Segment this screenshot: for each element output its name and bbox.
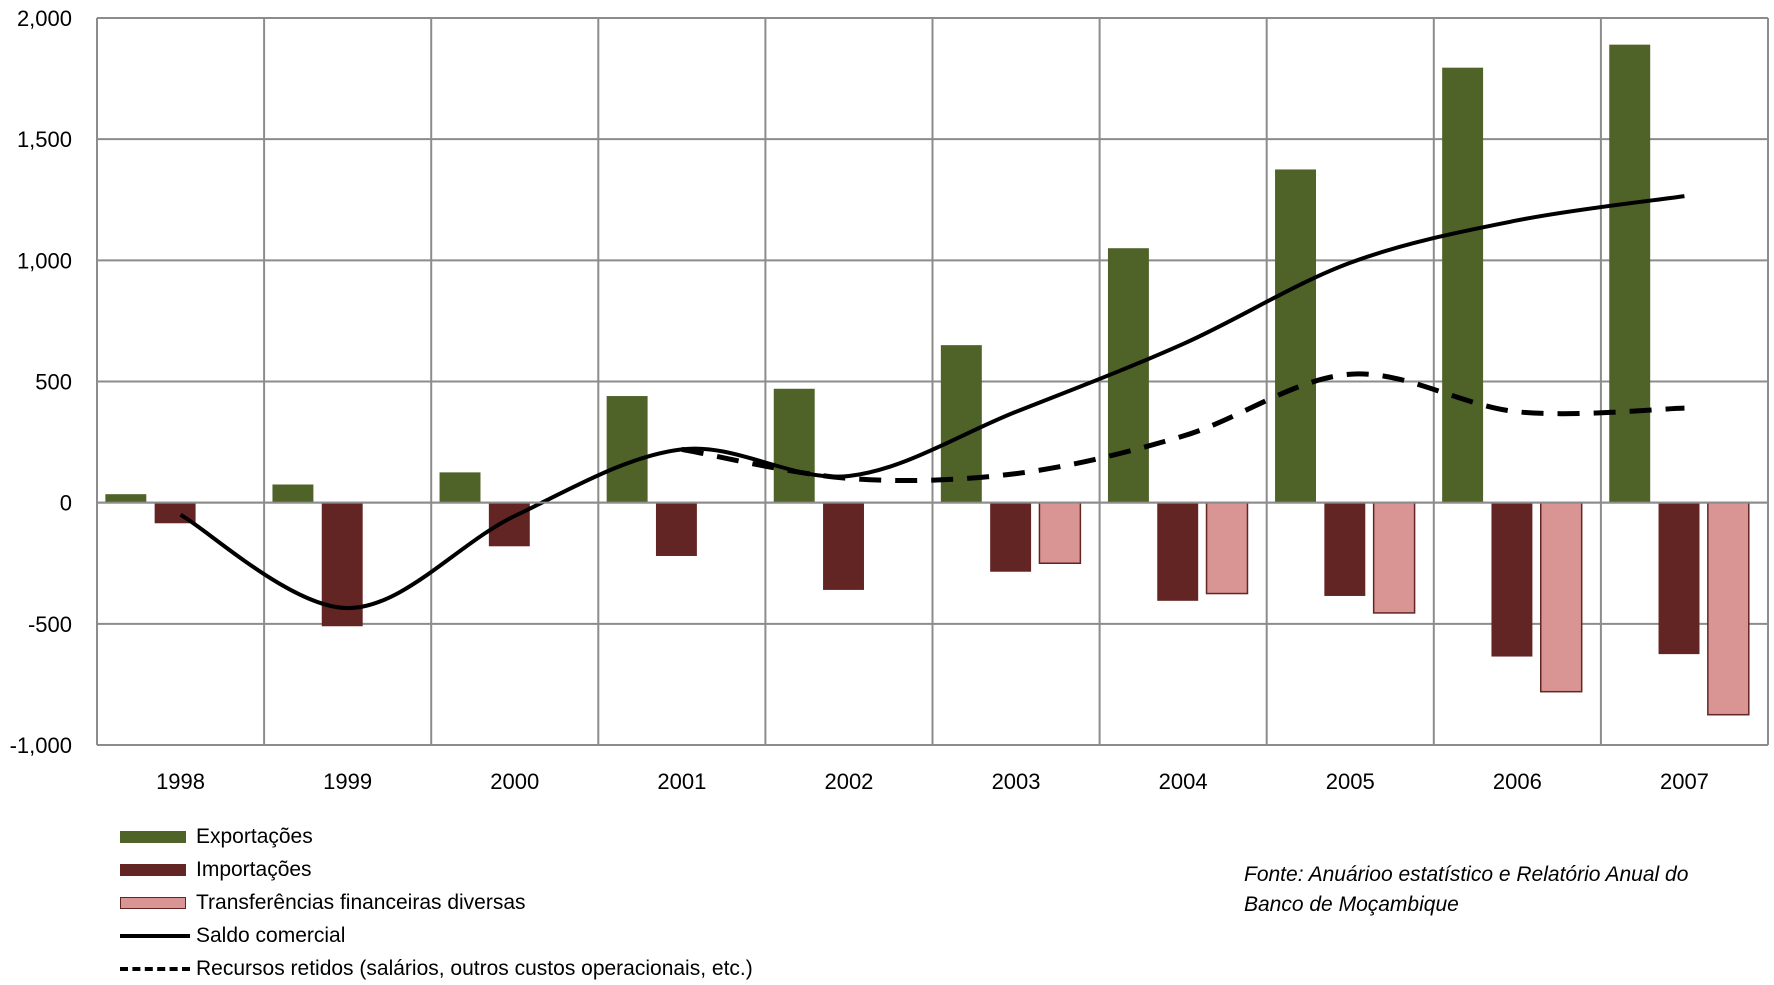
legend-swatch-transferencias (120, 896, 186, 909)
bar-exporta-es-2001 (606, 396, 648, 503)
x-tick-label: 2005 (1326, 769, 1375, 794)
bar-exporta-es-2000 (439, 472, 481, 503)
y-tick-label: 1,000 (17, 248, 72, 273)
bar-exporta-es-1998 (105, 494, 147, 503)
legend-label-saldo-comercial: Saldo comercial (196, 924, 346, 947)
y-tick-label: 2,000 (17, 6, 72, 31)
bar-exporta-es-2007 (1609, 44, 1651, 503)
legend-item-transferencias: Transferências financeiras diversas (120, 886, 753, 919)
legend-swatch-exportacoes (120, 830, 186, 843)
x-tick-label: 1999 (323, 769, 372, 794)
legend-label-importacoes: Importações (196, 858, 312, 881)
x-tick-label: 1998 (156, 769, 205, 794)
x-tick-label: 2006 (1493, 769, 1542, 794)
bar-transfer-ncias-financeiras-diversas-2004 (1205, 501, 1249, 595)
x-tick-label: 2007 (1660, 769, 1709, 794)
legend-item-saldo-comercial: Saldo comercial (120, 919, 753, 952)
bar-exporta-es-2004 (1107, 248, 1149, 503)
bar-exporta-es-2006 (1442, 67, 1484, 503)
line-saldo-comercial (179, 194, 1685, 611)
bars (105, 44, 1750, 716)
legend-label-transferencias: Transferências financeiras diversas (196, 891, 526, 914)
y-tick-label: 500 (35, 370, 72, 395)
legend-swatch-importacoes (120, 863, 186, 876)
bar-importa-es-2002 (823, 502, 864, 590)
bar-exporta-es-1999 (272, 484, 314, 503)
bar-transfer-ncias-financeiras-diversas-2005 (1372, 501, 1416, 614)
grid (96, 17, 1769, 746)
bar-exporta-es-2005 (1275, 169, 1316, 503)
series-lines (179, 194, 1685, 611)
x-tick-label: 2003 (992, 769, 1041, 794)
bar-exporta-es-2002 (773, 388, 815, 503)
y-tick-label: -500 (28, 612, 72, 637)
bar-importa-es-2005 (1324, 502, 1366, 596)
bar-importa-es-2004 (1157, 502, 1199, 601)
bar-importa-es-2006 (1491, 502, 1533, 657)
x-tick-label: 2001 (657, 769, 706, 794)
y-tick-label: 1,500 (17, 127, 72, 152)
x-tick-label: 2002 (824, 769, 873, 794)
y-tick-label: 0 (60, 491, 72, 516)
bar-importa-es-2000 (488, 502, 530, 547)
legend-dash-recursos-retidos (120, 966, 190, 971)
x-tick-label: 2004 (1159, 769, 1208, 794)
legend-line-saldo-comercial (120, 933, 190, 938)
bar-importa-es-2003 (990, 502, 1032, 572)
source-note: Fonte: Anuárioo estatístico e Relatório … (1244, 863, 1689, 916)
legend-label-exportacoes: Exportações (196, 825, 313, 848)
bar-importa-es-2001 (655, 502, 697, 556)
axes: -1,000 -500 0 500 1,000 1,500 2,000 1998 1999 200… (10, 6, 1768, 794)
legend-item-exportacoes: Exportações (120, 820, 753, 853)
legend-item-recursos-retidos: Recursos retidos (salários, outros custo… (120, 952, 753, 985)
bar-transfer-ncias-financeiras-diversas-2003 (1038, 501, 1082, 564)
legend-label-recursos-retidos: Recursos retidos (salários, outros custo… (196, 957, 753, 980)
legend-item-importacoes: Importações (120, 853, 753, 886)
y-tick-label: -1,000 (10, 733, 72, 758)
line-recursos-retidos (681, 371, 1685, 484)
bar-transfer-ncias-financeiras-diversas-2006 (1539, 501, 1583, 693)
legend: Exportações Importações Transferências f… (120, 820, 753, 985)
bar-importa-es-2007 (1658, 502, 1700, 655)
bar-transfer-ncias-financeiras-diversas-2007 (1707, 501, 1750, 716)
x-tick-label: 2000 (490, 769, 539, 794)
